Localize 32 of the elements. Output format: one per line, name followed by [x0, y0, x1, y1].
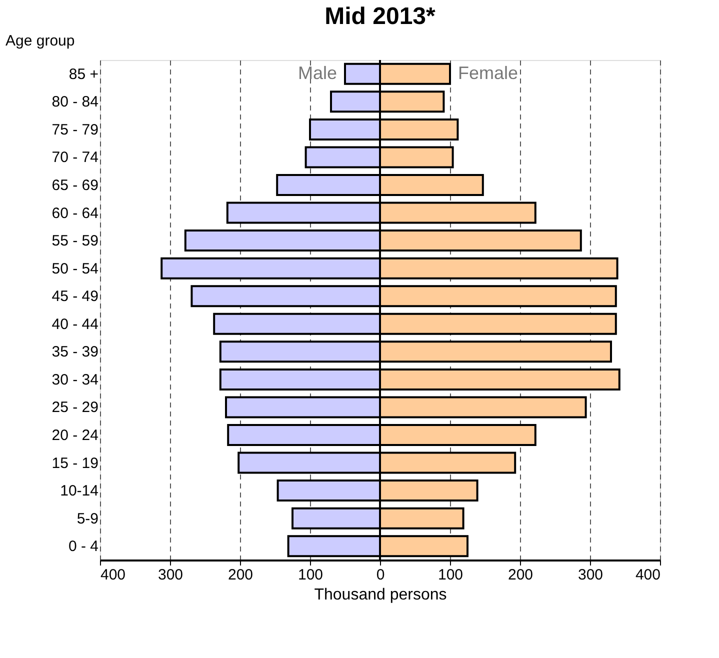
y-tick-label: 0 - 4 [68, 538, 98, 556]
y-tick-label: 40 - 44 [52, 316, 98, 333]
y-tick-label: 65 - 69 [52, 177, 98, 194]
y-tick-label: 85 + [68, 66, 99, 83]
y-tick-label: 75 - 79 [52, 121, 98, 138]
chart-title: Mid 2013* [324, 3, 436, 30]
y-tick-label: 50 - 54 [52, 260, 98, 278]
y-tick-label: 55 - 59 [52, 232, 98, 250]
y-tick-label: 45 - 49 [52, 288, 98, 306]
y-tick-label: 25 - 29 [52, 399, 98, 416]
series-label: Female [458, 62, 518, 83]
x-tick-label: 300 [578, 566, 604, 584]
series-label: Male [298, 62, 337, 83]
x-tick-label: 400 [100, 566, 126, 584]
y-tick-label: 80 - 84 [52, 94, 98, 111]
x-tick-label: 200 [508, 566, 534, 584]
y-tick-label: 30 - 34 [52, 371, 98, 388]
x-axis-title: Thousand persons [314, 586, 447, 604]
y-tick-label: 20 - 24 [52, 427, 98, 444]
y-tick-label: 15 - 19 [52, 454, 98, 472]
x-tick-label: 400 [635, 566, 660, 584]
y-tick-label: 10-14 [60, 482, 98, 500]
x-tick-label: 100 [298, 566, 324, 584]
y-tick-label: 5-9 [76, 510, 98, 528]
y-axis-title: Age group [6, 32, 75, 50]
x-tick-label: 300 [158, 566, 184, 584]
y-tick-label: 60 - 64 [52, 204, 98, 222]
x-tick-label: 0 [376, 566, 385, 584]
y-tick-label: 35 - 39 [52, 344, 98, 361]
x-tick-label: 100 [438, 566, 464, 584]
y-tick-label: 70 - 74 [52, 149, 98, 166]
x-tick-label: 200 [228, 566, 254, 584]
